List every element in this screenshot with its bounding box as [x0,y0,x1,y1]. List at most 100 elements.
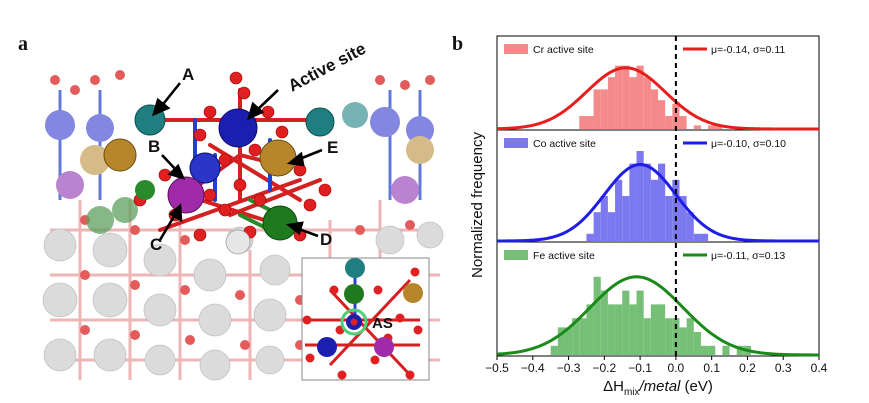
histogram-bar [658,100,666,129]
histogram-bar [665,196,673,241]
legend-3: Fe active site μ=-0.11, σ=0.13 [504,250,785,262]
legend-bar-label: Co active site [533,138,596,150]
label-d: D [320,230,332,249]
histogram-bar [636,290,644,355]
histogram-bar [693,125,701,129]
histogram-bar [586,233,594,241]
gaussian-fit-line [497,162,819,243]
x-tick-label: 0.1 [703,361,720,375]
x-tick-label: 0.3 [775,361,792,375]
x-tick-label: −0.1 [628,361,652,375]
x-tick-label: 0.4 [811,361,828,375]
histogram-bar [550,345,558,355]
histogram-bar [593,212,601,241]
x-axis-label-unit: (eV) [680,378,713,395]
histogram-bar [693,332,701,355]
label-b: B [148,137,160,156]
histogram-bar [650,304,658,355]
x-axis-label-sub: mix [624,387,640,398]
histogram-bar [600,89,608,129]
histogram-bar [572,318,580,355]
histogram-bar [650,89,658,129]
legend-2: Co active site μ=-0.10, σ=0.10 [504,138,786,150]
histogram-bar [693,233,701,241]
x-axis-label: ΔHmix/metal (eV) [603,378,713,398]
histogram-bar [600,196,608,241]
legend-fit-label: μ=-0.14, σ=0.11 [711,44,785,56]
histogram-bar [586,304,594,355]
histogram-bar [700,233,709,241]
histogram-bar [557,327,565,355]
label-e: E [327,138,338,157]
x-axis: −0.5 −0.4 −0.3 −0.2 −0.1 0.0 0.1 0.2 0.3 0.4 [485,356,828,375]
histogram-bar [586,116,594,129]
histogram-bar [615,304,623,355]
histogram-bar [600,290,608,355]
legend-bar-swatch [504,138,528,148]
gaussian-fit-line [496,66,819,131]
active-site-ring [340,308,368,336]
histogram-bar [579,116,587,129]
histogram-bar [722,345,730,355]
inset-top-view: AS [301,257,430,381]
histogram-bar [686,212,694,241]
histogram-bar [579,318,587,355]
gold-atom-e [259,139,297,177]
histogram-bar [708,125,716,129]
histogram-bar [708,345,716,355]
histogram-bar [607,212,616,241]
x-tick-label: −0.5 [485,361,509,375]
histogram-bar [593,89,601,129]
histogram-bar [643,318,651,355]
histogram-bar [629,304,637,355]
teal-atom [305,107,335,137]
histogram-bar [607,77,616,129]
cluster-metal-atoms [103,104,335,255]
histogram-bar [622,290,630,355]
cobalt-atom [189,152,221,184]
histogram-bar [650,179,658,241]
histogram-bar [636,65,644,129]
histogram-bar [607,304,616,355]
label-c: C [150,235,162,254]
histogram-bar [593,276,601,355]
panel-a-letter: a [18,33,28,55]
histogram-bar [622,196,630,241]
x-axis-label-italic: /metal [639,378,682,395]
x-tick-label: −0.3 [557,361,581,375]
subplots: Cr active site μ=-0.14, σ=0.11 Co active s… [496,44,819,357]
x-tick-label: −0.2 [592,361,616,375]
subplot-1: Cr active site μ=-0.14, σ=0.11 [496,44,819,131]
histogram-bar [658,163,666,241]
legend-fit-label: μ=-0.11, σ=0.13 [711,250,785,262]
legend-bar-label: Cr active site [533,44,594,56]
white-atom [225,229,251,255]
histogram-bar [679,196,687,241]
histogram-bar [643,77,651,129]
histogram-bar [643,163,651,241]
inset-label-as: AS [372,315,393,332]
histogram-bar [686,318,694,355]
histogram-bar [615,65,623,129]
green-atom [135,180,155,200]
histogram-bar [615,179,623,241]
histogram-bar [679,327,687,355]
histogram-bar [629,163,637,241]
x-tick-label: 0.2 [739,361,756,375]
surface-side-atoms [45,90,434,234]
histogram-bar [622,65,630,129]
histogram-bar [715,125,723,129]
histogram-bar [564,327,573,355]
panel-b: b Normalized frequency Cr active site μ=-… [452,33,828,398]
cluster-oxygens [133,71,332,242]
legend-bar-swatch [504,250,528,260]
active-site-atom [218,108,258,148]
annotation-arrows [151,82,323,241]
histogram-bar [636,151,644,241]
x-tick-label: −0.4 [521,361,545,375]
plot-frames [496,35,820,357]
legend-bar-swatch [504,44,528,54]
panel-a: a [18,33,445,381]
legend-1: Cr active site μ=-0.14, σ=0.11 [504,44,785,56]
